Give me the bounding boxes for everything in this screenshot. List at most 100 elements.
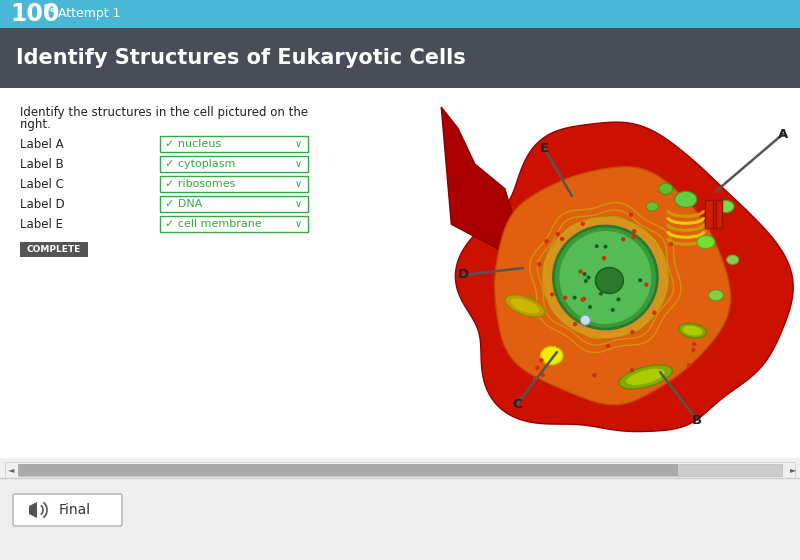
Circle shape — [588, 305, 592, 309]
FancyBboxPatch shape — [716, 199, 722, 227]
Ellipse shape — [505, 295, 545, 317]
Circle shape — [533, 376, 538, 381]
Polygon shape — [455, 122, 794, 432]
FancyBboxPatch shape — [160, 196, 308, 212]
Circle shape — [638, 278, 642, 282]
Polygon shape — [442, 107, 518, 249]
Circle shape — [563, 296, 567, 300]
Circle shape — [578, 269, 583, 274]
Circle shape — [540, 373, 545, 377]
FancyBboxPatch shape — [0, 478, 800, 560]
Text: ✓ nucleus: ✓ nucleus — [165, 139, 221, 149]
Text: E: E — [539, 142, 549, 155]
Ellipse shape — [619, 365, 672, 389]
FancyBboxPatch shape — [20, 242, 88, 257]
Text: ✓ cell membrane: ✓ cell membrane — [165, 219, 262, 229]
Text: D: D — [458, 268, 469, 282]
Text: ✓ ribosomes: ✓ ribosomes — [165, 179, 235, 189]
Circle shape — [644, 282, 649, 287]
Circle shape — [594, 244, 598, 248]
FancyBboxPatch shape — [160, 156, 308, 172]
FancyBboxPatch shape — [0, 88, 800, 458]
Text: Label B: Label B — [20, 157, 64, 170]
Ellipse shape — [542, 216, 670, 339]
Circle shape — [599, 292, 603, 296]
Circle shape — [544, 239, 549, 244]
Text: ∨: ∨ — [294, 139, 302, 149]
FancyBboxPatch shape — [18, 464, 782, 476]
FancyBboxPatch shape — [160, 136, 308, 152]
Circle shape — [573, 322, 578, 326]
Ellipse shape — [541, 347, 562, 365]
Circle shape — [630, 330, 634, 334]
Circle shape — [617, 297, 621, 301]
Circle shape — [586, 276, 590, 279]
Text: ∨: ∨ — [294, 199, 302, 209]
Circle shape — [603, 245, 607, 249]
Circle shape — [539, 358, 544, 362]
Circle shape — [606, 344, 610, 348]
Text: ►: ► — [790, 465, 796, 474]
Text: ∨: ∨ — [294, 219, 302, 229]
Text: B: B — [692, 413, 702, 427]
Circle shape — [592, 373, 597, 377]
Text: COMPLETE: COMPLETE — [27, 245, 81, 254]
Circle shape — [582, 272, 586, 276]
Ellipse shape — [697, 236, 715, 249]
Text: right.: right. — [20, 118, 52, 131]
Ellipse shape — [554, 226, 658, 329]
Ellipse shape — [726, 255, 738, 264]
FancyBboxPatch shape — [0, 28, 800, 88]
Circle shape — [582, 297, 586, 301]
FancyBboxPatch shape — [5, 462, 795, 478]
Ellipse shape — [559, 231, 651, 324]
Ellipse shape — [658, 183, 673, 194]
Circle shape — [580, 315, 590, 325]
Text: ∨: ∨ — [294, 159, 302, 169]
Circle shape — [632, 229, 636, 234]
Ellipse shape — [510, 298, 539, 314]
Circle shape — [537, 262, 542, 267]
Circle shape — [630, 368, 634, 372]
Text: Final: Final — [59, 503, 91, 517]
Circle shape — [581, 222, 585, 226]
Circle shape — [550, 292, 554, 297]
Text: Label E: Label E — [20, 217, 63, 231]
FancyBboxPatch shape — [160, 176, 308, 192]
Circle shape — [602, 256, 606, 260]
Circle shape — [692, 342, 696, 346]
FancyBboxPatch shape — [0, 0, 800, 28]
Ellipse shape — [678, 324, 706, 338]
Text: Label C: Label C — [20, 178, 64, 190]
Circle shape — [560, 237, 564, 241]
Circle shape — [629, 213, 633, 217]
Text: C: C — [512, 398, 522, 410]
Text: Label D: Label D — [20, 198, 65, 211]
FancyBboxPatch shape — [706, 199, 714, 227]
Text: ✓ DNA: ✓ DNA — [165, 199, 202, 209]
Polygon shape — [29, 502, 37, 518]
Text: Identify Structures of Eukaryotic Cells: Identify Structures of Eukaryotic Cells — [16, 48, 466, 68]
Polygon shape — [494, 167, 730, 405]
Circle shape — [610, 308, 614, 312]
FancyBboxPatch shape — [13, 494, 122, 526]
Text: 100: 100 — [10, 2, 59, 26]
Circle shape — [584, 279, 588, 283]
Circle shape — [631, 235, 636, 239]
Ellipse shape — [646, 202, 658, 211]
Ellipse shape — [674, 192, 697, 207]
Text: ◄: ◄ — [8, 465, 14, 474]
Circle shape — [573, 296, 577, 300]
Ellipse shape — [709, 290, 723, 301]
Circle shape — [652, 311, 657, 315]
Ellipse shape — [626, 369, 665, 385]
Ellipse shape — [682, 326, 702, 335]
Ellipse shape — [718, 200, 734, 212]
Text: Label A: Label A — [20, 138, 64, 151]
FancyBboxPatch shape — [18, 464, 678, 476]
Circle shape — [581, 297, 585, 302]
Text: ✓ cytoplasm: ✓ cytoplasm — [165, 159, 235, 169]
FancyBboxPatch shape — [160, 216, 308, 232]
Text: %: % — [44, 4, 55, 14]
Text: Attempt 1: Attempt 1 — [58, 7, 121, 21]
